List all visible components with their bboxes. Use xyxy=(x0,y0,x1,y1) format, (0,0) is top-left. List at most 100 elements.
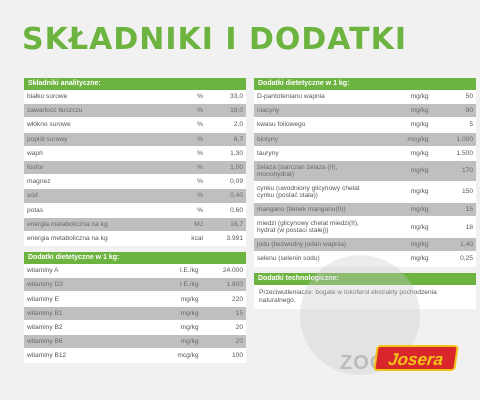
technological-box: Dodatki technologiczne: Przeciwutleniacz… xyxy=(254,272,476,309)
row-name: witaminy B6 xyxy=(24,334,149,350)
row-value: 100 xyxy=(201,348,246,364)
row-value: 220 xyxy=(201,291,246,307)
technological-heading: Dodatki technologiczne: xyxy=(254,272,476,285)
row-unit: mg/kg xyxy=(378,103,432,119)
row-name: energia metaboliczna na kg xyxy=(24,217,162,232)
row-unit: % xyxy=(161,160,207,176)
table-row: biotyny mcg/kg 1.000 xyxy=(254,132,476,147)
table-row: cynku (uwodniony glicynowy chelat cynku … xyxy=(254,181,476,203)
table-row: potas% 0,60 xyxy=(24,203,246,218)
right-dietetic-heading: Dodatki dietetyczne w 1 kg: xyxy=(254,78,476,90)
table-row: D-pantotenianu wapnia mg/kg 50 xyxy=(254,90,476,105)
row-unit: % xyxy=(161,90,207,105)
table-row: energia metaboliczna na kg MJ 16,7 xyxy=(24,217,246,232)
row-value: 1,00 xyxy=(206,160,246,176)
row-unit: % xyxy=(161,188,207,204)
table-row: miedzi (glicynowy chelat miedzi(II), hyd… xyxy=(254,216,476,239)
row-value: 1,40 xyxy=(431,237,476,253)
row-unit: % xyxy=(161,117,207,133)
row-name: wapń xyxy=(24,146,162,161)
row-unit: mg/kg xyxy=(378,160,432,182)
left-dietetic-heading: Dodatki dietetyczne w 1 kg: xyxy=(24,252,246,265)
row-value: 18,0 xyxy=(206,103,246,119)
table-row: energia metaboliczna na kg kcal 3.991 xyxy=(24,231,246,247)
josera-logo: Josera xyxy=(373,345,459,371)
row-unit: mg/kg xyxy=(378,181,432,203)
row-name: selenu (selenin sodu) xyxy=(254,251,379,267)
row-value: 3.991 xyxy=(206,231,246,247)
row-name: witaminy B2 xyxy=(24,320,149,336)
row-name: białko surowe xyxy=(24,90,162,105)
row-value: 15 xyxy=(201,306,246,321)
row-name: magnez xyxy=(24,174,162,190)
row-unit: mg/kg xyxy=(378,251,432,267)
row-value: 15 xyxy=(431,202,476,218)
table-row: popiół surowy% 6,7 xyxy=(24,132,246,147)
row-name: jodu (bezwodny jodan wapnia) xyxy=(254,237,379,253)
table-row: witaminy B2 mg/kg 20 xyxy=(24,320,246,336)
row-unit: mg/kg xyxy=(378,216,432,239)
left-dietetic-rows: witaminy A I.E./kg 24.000 witaminy D3 I.E./k… xyxy=(24,264,246,364)
row-unit: mg/kg xyxy=(148,291,202,307)
table-row: białko surowe% 33,0 xyxy=(24,90,246,105)
row-name: sód xyxy=(24,188,162,204)
row-unit: mg/kg xyxy=(378,90,432,105)
row-name: włókno surowe xyxy=(24,117,162,133)
table-row: witaminy B1 mg/kg 15 xyxy=(24,306,246,321)
row-unit: mg/kg xyxy=(148,320,202,336)
table-row: selenu (selenin sodu) mg/kg 0,25 xyxy=(254,251,476,267)
right-dietetic-rows: D-pantotenianu wapnia mg/kg 50 niacyny mg/kg… xyxy=(254,90,476,267)
row-value: 1.000 xyxy=(431,132,476,147)
row-name: zawartość tłuszczu xyxy=(24,103,162,119)
table-row: jodu (bezwodny jodan wapnia) mg/kg 1,40 xyxy=(254,237,476,253)
row-unit: I.E./kg xyxy=(148,277,202,293)
row-name: witaminy B1 xyxy=(24,306,149,321)
row-value: 1.500 xyxy=(431,146,476,161)
row-name: kwasu foliowego xyxy=(254,117,379,133)
row-name: energia metaboliczna na kg xyxy=(24,231,162,247)
row-unit: % xyxy=(161,132,207,147)
row-unit: mg/kg xyxy=(378,117,432,133)
table-row: fosfor% 1,00 xyxy=(24,160,246,176)
right-column: Dodatki dietetyczne w 1 kg: D-pantotenia… xyxy=(254,78,476,309)
row-value: 0,25 xyxy=(431,251,476,267)
analytical-rows: białko surowe% 33,0 zawartość tłuszczu% 18,… xyxy=(24,90,246,247)
row-unit: % xyxy=(161,103,207,119)
row-unit: mg/kg xyxy=(378,202,432,218)
row-unit: MJ xyxy=(161,217,207,232)
table-row: niacyny mg/kg 90 xyxy=(254,103,476,119)
row-value: 0,60 xyxy=(206,203,246,218)
row-name: miedzi (glicynowy chelat miedzi(II), hyd… xyxy=(254,216,379,239)
row-unit: mcg/kg xyxy=(148,348,202,364)
table-row: wapń% 1,30 xyxy=(24,146,246,161)
row-unit: kcal xyxy=(161,231,207,247)
row-value: 1.800 xyxy=(201,277,246,293)
row-value: 16,7 xyxy=(206,217,246,232)
row-value: 24.000 xyxy=(201,264,246,279)
analytical-table: Składniki analityczne: białko surowe% 33,… xyxy=(24,78,246,247)
table-row: witaminy D3 I.E./kg 1.800 xyxy=(24,277,246,293)
row-name: tauryny xyxy=(254,146,379,161)
row-unit: % xyxy=(161,146,207,161)
row-value: 18 xyxy=(431,216,476,239)
row-name: witaminy E xyxy=(24,291,149,307)
row-unit: mg/kg xyxy=(378,146,432,161)
row-name: fosfor xyxy=(24,160,162,176)
table-row: tauryny mg/kg 1.500 xyxy=(254,146,476,161)
table-row: żelaza (siarczan żelaza (II), monohydrat… xyxy=(254,160,476,182)
row-value: 20 xyxy=(201,320,246,336)
table-row: witaminy B12 mcg/kg 100 xyxy=(24,348,246,364)
row-unit: I.E./kg xyxy=(148,264,202,279)
right-dietetic-table: Dodatki dietetyczne w 1 kg: D-pantotenia… xyxy=(254,78,476,267)
row-value: 170 xyxy=(431,160,476,182)
row-name: popiół surowy xyxy=(24,132,162,147)
row-name: cynku (uwodniony glicynowy chelat cynku … xyxy=(254,181,379,203)
row-value: 90 xyxy=(431,103,476,119)
row-unit: mg/kg xyxy=(148,306,202,321)
row-unit: % xyxy=(161,203,207,218)
row-unit: % xyxy=(161,174,207,190)
row-value: 2,0 xyxy=(206,117,246,133)
row-unit: mg/kg xyxy=(148,334,202,350)
row-name: D-pantotenianu wapnia xyxy=(254,90,379,105)
row-value: 150 xyxy=(431,181,476,203)
